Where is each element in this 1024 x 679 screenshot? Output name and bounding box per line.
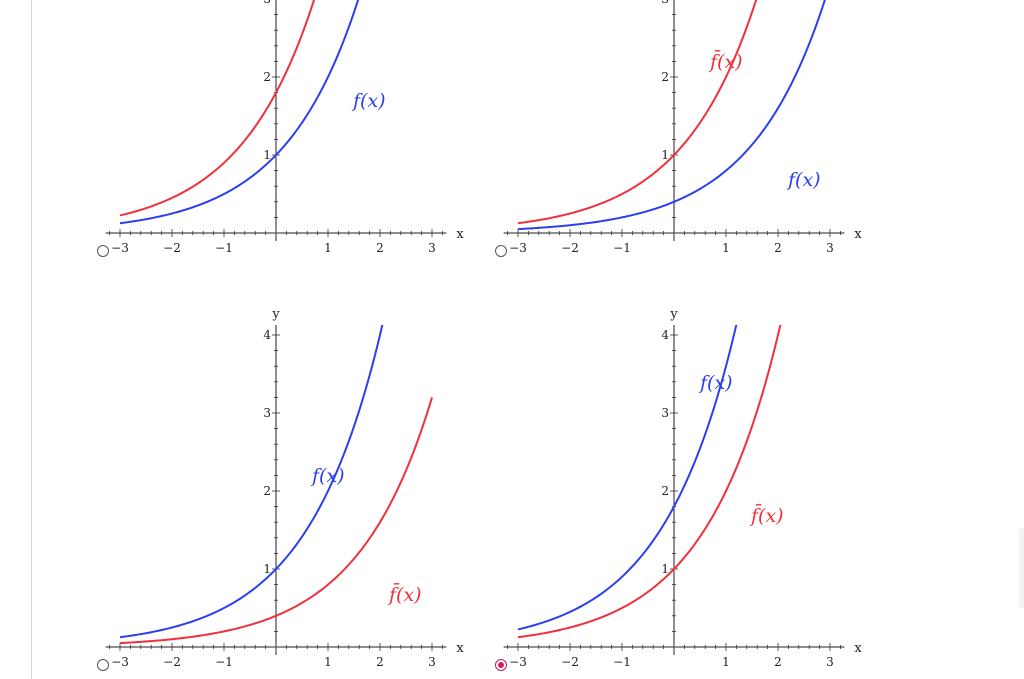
x-tick-label: 2	[376, 655, 384, 669]
series-label-f: f(x)	[698, 372, 733, 394]
y-tick-label: 3	[263, 406, 271, 420]
x-axis-name: x	[456, 227, 464, 242]
x-tick-label: 3	[826, 655, 834, 669]
graph-option-a: −3−2−11231234xf(x)	[105, 0, 464, 255]
graph-option-b: −3−2−11231234xf̄(x)f(x)	[503, 0, 862, 255]
x-tick-label: 1	[722, 241, 730, 255]
graph-option-c: −3 −2 −1 1 2 3 1 2 3 4 x y f(x) f̄(x)	[105, 307, 464, 669]
x-tick-label: 2	[376, 241, 384, 255]
answer-radio-b[interactable]	[495, 245, 507, 257]
x-tick-label: −2	[163, 241, 181, 255]
x-tick-label: 1	[722, 655, 730, 669]
series-label-fbar: f̄(x)	[708, 49, 743, 73]
x-tick-label: −2	[561, 241, 579, 255]
y-axis-name: y	[669, 307, 678, 322]
y-tick-label: 2	[263, 484, 271, 498]
x-tick-label: 1	[324, 655, 332, 669]
graph-option-d: −3 −2 −1 1 2 3 1 2 3 4 x y f(x) f̄(x)	[503, 307, 862, 669]
series-line-f	[119, 325, 384, 639]
x-axis-name: x	[456, 641, 464, 656]
y-tick-label: 1	[263, 148, 271, 162]
chart-2: −3 −2 −1 1 2 3 1 2 3 4 x y f(x) f̄(x)	[105, 307, 464, 669]
x-tick-label: −2	[561, 655, 579, 669]
x-tick-label: −3	[111, 241, 129, 255]
y-tick-label: 3	[661, 0, 669, 6]
series-label-fbar: f̄(x)	[749, 503, 784, 527]
y-tick-label: 1	[661, 148, 669, 162]
series-line-fbar	[119, 0, 316, 217]
x-tick-label: 2	[774, 241, 782, 255]
series-line-f	[517, 0, 826, 231]
series-line-fbar	[119, 397, 433, 645]
x-tick-label: 3	[826, 241, 834, 255]
x-tick-label: −3	[111, 655, 129, 669]
x-axis-name: x	[854, 227, 862, 242]
y-tick-label: 3	[661, 406, 669, 420]
y-tick-label: 3	[263, 0, 271, 6]
chart-1: −3−2−11231234xf̄(x)f(x)	[503, 0, 862, 255]
x-tick-label: 3	[428, 241, 436, 255]
series-line-f	[119, 0, 360, 225]
y-tick-label: 4	[263, 328, 271, 342]
y-tick-label: 4	[661, 328, 669, 342]
y-tick-label: 2	[661, 70, 669, 84]
y-tick-label: 1	[661, 562, 669, 576]
series-line-fbar	[517, 325, 782, 639]
x-tick-label: −2	[163, 655, 181, 669]
x-tick-label: 3	[428, 655, 436, 669]
answer-radio-d[interactable]	[495, 659, 507, 671]
x-tick-label: 1	[324, 241, 332, 255]
series-line-fbar	[517, 0, 758, 225]
answer-radio-c[interactable]	[97, 659, 109, 671]
series-label-fbar: f̄(x)	[387, 582, 422, 606]
x-tick-label: −1	[215, 241, 233, 255]
x-tick-label: −3	[509, 241, 527, 255]
y-tick-label: 2	[661, 484, 669, 498]
series-label-f: f(x)	[351, 90, 386, 112]
y-tick-label: 2	[263, 70, 271, 84]
x-tick-label: −1	[215, 655, 233, 669]
x-axis-name: x	[854, 641, 862, 656]
x-tick-label: 2	[774, 655, 782, 669]
y-tick-label: 1	[263, 562, 271, 576]
x-tick-label: −1	[613, 241, 631, 255]
x-tick-label: −3	[509, 655, 527, 669]
content-left-border	[31, 0, 32, 679]
x-tick-label: −1	[613, 655, 631, 669]
y-axis-name: y	[271, 307, 280, 322]
series-line-f	[517, 325, 738, 631]
chart-0: −3−2−11231234xf(x)	[105, 0, 464, 255]
scroll-edge-tab	[1019, 528, 1024, 608]
series-label-f: f(x)	[786, 169, 821, 191]
answer-radio-a[interactable]	[97, 245, 109, 257]
chart-3: −3 −2 −1 1 2 3 1 2 3 4 x y f(x) f̄(x)	[503, 307, 862, 669]
series-label-f: f(x)	[310, 465, 345, 487]
